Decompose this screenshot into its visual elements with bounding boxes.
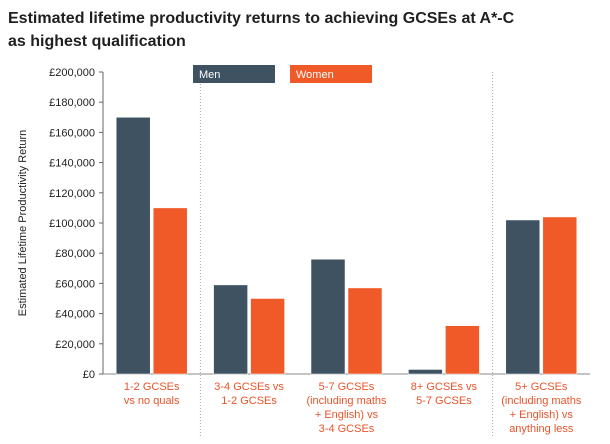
chart-title-line-1: Estimated lifetime productivity returns … <box>8 10 515 27</box>
bar-women <box>347 287 383 375</box>
category-label: + English) vs <box>315 409 379 421</box>
chart-title: Estimated lifetime productivity returns … <box>8 7 598 53</box>
y-tick-label: £80,000 <box>55 248 95 260</box>
category-label: 8+ GCSEs vs <box>411 381 478 393</box>
bar-women <box>445 325 480 375</box>
bar-men <box>115 117 151 375</box>
category-label: 5-7 GCSEs <box>319 381 375 393</box>
y-tick-label: £60,000 <box>55 278 95 290</box>
y-tick-label: £200,000 <box>49 67 95 79</box>
category-label: (including maths <box>306 395 387 407</box>
y-tick-label: £40,000 <box>55 309 95 321</box>
category-label: 5+ GCSEs <box>515 381 568 393</box>
category-label: + English) vs <box>510 409 574 421</box>
category-label: 3-4 GCSEs vs <box>214 381 284 393</box>
y-tick-label: £120,000 <box>49 188 95 200</box>
category-label: vs no quals <box>124 395 180 407</box>
bar-women <box>542 216 578 375</box>
category-label: 1-2 GCSEs <box>221 395 277 407</box>
bar-women <box>152 207 188 375</box>
legend-swatch-women <box>290 65 372 83</box>
bar-men <box>505 219 541 375</box>
bar-men <box>310 258 346 375</box>
bar-women <box>250 298 285 375</box>
category-label: 1-2 GCSEs <box>124 381 180 393</box>
bar-men <box>213 284 248 375</box>
chart-title-line-2: as highest qualification <box>8 33 186 50</box>
legend-swatch-men <box>193 65 275 83</box>
y-tick-label: £0 <box>83 369 95 381</box>
category-label: 3-4 GCSEs <box>319 423 375 435</box>
y-tick-label: £140,000 <box>49 158 95 170</box>
legend-label-men: Men <box>199 69 220 81</box>
bar-men <box>408 369 443 375</box>
y-tick-label: £160,000 <box>49 127 95 139</box>
category-label: (including maths <box>501 395 582 407</box>
y-tick-label: £100,000 <box>49 218 95 230</box>
y-tick-label: £20,000 <box>55 339 95 351</box>
category-label: 5-7 GCSEs <box>416 395 472 407</box>
y-axis-label: Estimated Lifetime Productivity Return <box>17 130 29 316</box>
category-label: anything less <box>509 423 574 435</box>
legend-label-women: Women <box>296 69 334 81</box>
y-tick-label: £180,000 <box>49 97 95 109</box>
